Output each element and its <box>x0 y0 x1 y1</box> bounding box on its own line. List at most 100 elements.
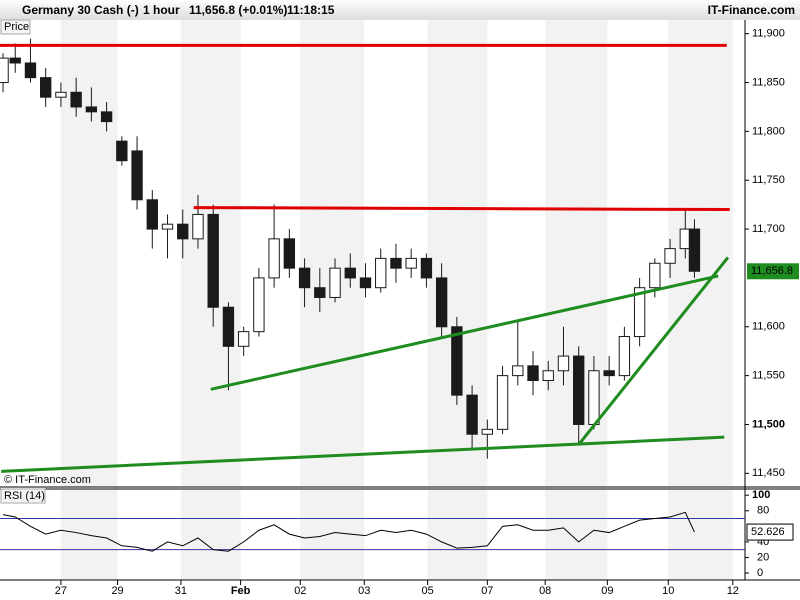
candle-body <box>390 257 402 269</box>
y-tick-label: 11,700 <box>752 223 785 235</box>
x-tick-label: 03 <box>358 585 370 597</box>
day-band <box>668 20 733 487</box>
candle-body <box>329 267 341 298</box>
x-tick-label: 10 <box>662 585 674 597</box>
candle-body <box>85 106 98 113</box>
panel-title: RSI (14) <box>4 490 45 502</box>
candle-body <box>618 336 631 377</box>
candle-body <box>161 223 174 230</box>
candle-body <box>146 199 158 230</box>
y-tick-label: 11,500 <box>752 418 785 430</box>
x-tick-label: 31 <box>175 585 187 597</box>
y-tick-label: 11,450 <box>752 467 785 479</box>
day-band <box>427 489 488 580</box>
candle-body <box>237 331 250 347</box>
y-tick-label: 11,850 <box>752 76 785 88</box>
time: 11:18:15 <box>287 3 335 17</box>
candle-body <box>557 355 570 372</box>
candle-body <box>466 394 478 435</box>
price-tag <box>0 19 31 35</box>
candle-body <box>268 238 280 279</box>
candle-body <box>527 365 539 382</box>
x-tick-label: 27 <box>55 585 67 597</box>
candle-body <box>481 428 494 435</box>
rsi-last-box <box>746 523 794 541</box>
candle-body <box>649 262 661 289</box>
day-band <box>668 489 733 580</box>
x-tick-label: 07 <box>481 585 493 597</box>
x-tick-label: 02 <box>294 585 306 597</box>
candle-body <box>573 355 585 425</box>
candle-body <box>435 277 448 328</box>
day-band <box>180 489 241 580</box>
trend-line <box>210 274 719 391</box>
y-tick-label: 11,600 <box>752 321 785 333</box>
candle-body <box>512 365 524 377</box>
day-band <box>427 20 488 487</box>
candle-body <box>207 213 219 308</box>
last-price-box <box>747 263 799 280</box>
rsi-line <box>2 511 695 552</box>
candle-body <box>314 287 326 298</box>
y-tick-label: 80 <box>757 505 769 517</box>
plot: 11,450 11,500 11,550 11,600 11,700 11,750 11,8… <box>0 20 800 597</box>
day-band <box>60 20 118 487</box>
candle-body <box>688 228 701 272</box>
x-tick-label: 08 <box>539 585 551 597</box>
day-band <box>60 489 118 580</box>
candle-body <box>55 91 67 98</box>
candle-body <box>588 370 600 425</box>
x-tick-label: 05 <box>422 585 434 597</box>
candle-body <box>633 287 646 338</box>
day-band <box>545 489 608 580</box>
x-tick-label: 12 <box>727 585 739 597</box>
day-band <box>300 20 365 487</box>
candle-body <box>100 111 113 123</box>
trend-line <box>578 256 730 444</box>
candle-body <box>405 257 417 269</box>
candle-body <box>344 267 356 279</box>
candle-body <box>542 370 554 382</box>
candle-body <box>131 150 143 201</box>
candle-body <box>298 267 311 289</box>
y-tick-label: 11,900 <box>752 28 785 40</box>
rsi-tag <box>0 488 46 504</box>
candle-body <box>496 375 509 430</box>
candle-body <box>70 91 82 108</box>
x-tick-label: 29 <box>111 585 123 597</box>
y-tick-label: 11,550 <box>752 370 785 382</box>
candle-body <box>222 306 235 347</box>
copyright: © IT-Finance.com <box>4 474 91 486</box>
candle-body <box>9 57 21 64</box>
x-tick-label: Feb <box>231 585 251 597</box>
candle-body <box>0 57 9 84</box>
rsi-last-label: 52.626 <box>751 526 785 538</box>
candle-body <box>116 140 128 162</box>
x-tick-label: 09 <box>601 585 613 597</box>
trend-line <box>193 206 730 212</box>
candle-body <box>24 62 37 79</box>
candle-body <box>451 326 463 396</box>
trend-line <box>1 435 725 473</box>
header-bar <box>0 0 800 20</box>
y-tick-label: 11,800 <box>752 125 785 137</box>
candle-body <box>253 277 265 333</box>
interval: 1 hour <box>143 3 180 17</box>
candle-body <box>283 238 296 269</box>
candle-body <box>603 370 615 377</box>
candle-body <box>664 248 676 264</box>
brand: IT-Finance.com <box>708 3 795 17</box>
candle-body <box>192 213 204 240</box>
candle-body <box>359 277 372 289</box>
price: 11,656.8 (+0.01%) <box>189 3 287 17</box>
last-price-label: 11,656.8 <box>751 265 793 277</box>
y-tick-label: 20 <box>757 551 769 563</box>
candle-body <box>375 257 387 289</box>
y-tick-label: 11,750 <box>752 174 785 186</box>
symbol: Germany 30 Cash (-) <box>22 3 139 17</box>
candle-body <box>40 77 52 98</box>
y-tick-label: 0 <box>757 567 763 579</box>
y-tick-label: 100 <box>752 489 770 501</box>
panel-title: Price <box>4 21 29 33</box>
